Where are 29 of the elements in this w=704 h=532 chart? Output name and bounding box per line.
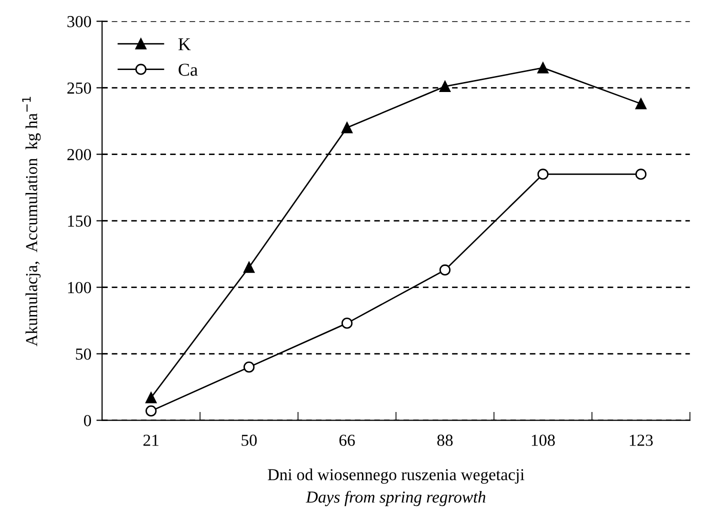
point	[439, 264, 451, 276]
point	[146, 405, 157, 417]
x-tick-label: 123	[630, 434, 653, 446]
point	[635, 98, 646, 110]
point	[243, 262, 255, 273]
point	[537, 62, 549, 74]
point	[243, 362, 255, 373]
y-tick-label: 200	[67, 148, 92, 160]
point	[341, 318, 353, 329]
x-tick-label: 108	[532, 434, 555, 446]
x-tick-label: 88	[437, 434, 453, 446]
x-tick-label: 66	[339, 434, 355, 446]
y-tick-label: 150	[68, 215, 92, 227]
y-axis-title: Akumulacja, Accumulation kg ha$^{−1}$	[22, 96, 41, 346]
x-tick-label: 21	[143, 434, 158, 446]
x-axis-title: Dni od wiosennego ruszenia wegetacji Days from spring regrowth	[268, 468, 524, 506]
point	[341, 122, 353, 134]
point	[146, 392, 157, 404]
point	[635, 168, 646, 180]
point	[537, 168, 549, 180]
legend-label: K	[178, 38, 191, 50]
y-tick-label: 50	[76, 348, 92, 360]
y-tick-label: 100	[68, 282, 92, 294]
point	[439, 80, 451, 92]
x-tick-label: 50	[242, 434, 257, 446]
y-tick-label: 0	[84, 414, 92, 426]
y-tick-label: 300	[67, 16, 92, 28]
legend-label: Ca	[178, 64, 198, 76]
y-tick-label: 250	[67, 82, 92, 94]
